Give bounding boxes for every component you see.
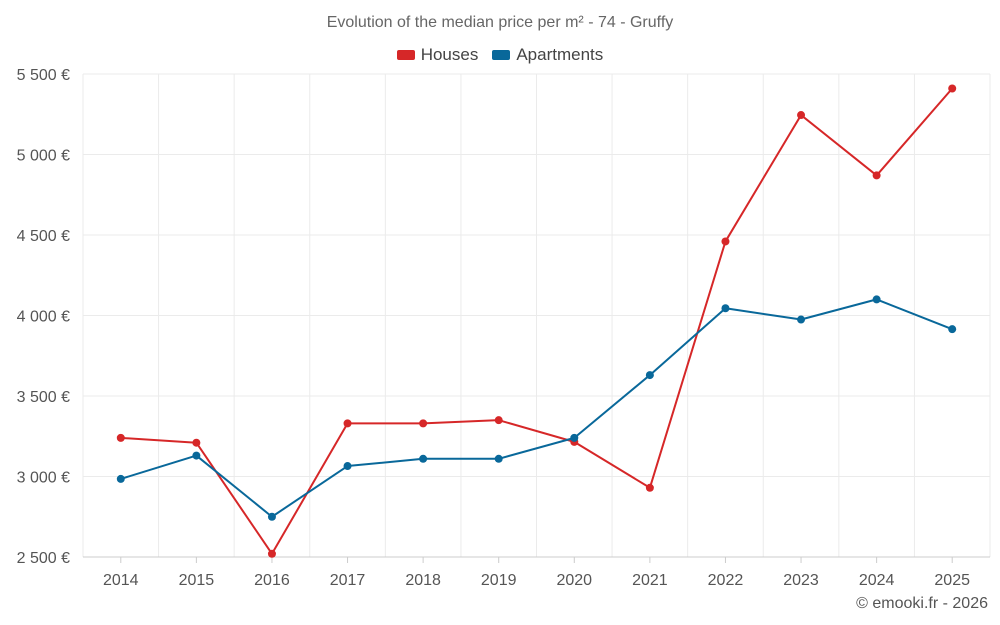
y-tick-label: 4 000 €	[17, 309, 70, 326]
x-tick-label: 2022	[708, 572, 744, 589]
x-tick-label: 2017	[330, 572, 366, 589]
y-tick-label: 3 000 €	[17, 470, 70, 487]
legend-swatch-apartments	[492, 50, 511, 60]
legend-item-apartments[interactable]: Apartments	[492, 45, 603, 65]
x-tick-label: 2015	[179, 572, 215, 589]
x-tick-label: 2024	[859, 572, 895, 589]
legend-swatch-houses	[396, 50, 415, 60]
data-point-apartments	[116, 474, 125, 483]
series-line-apartments	[120, 298, 953, 518]
axes: 2 500 € 3 000 € 3 500 € 4 000 € 4 500 € 5 000…	[17, 67, 990, 589]
y-tick-label: 4 500 €	[17, 228, 70, 245]
data-point-apartments	[192, 451, 201, 460]
data-point-houses	[343, 419, 352, 428]
x-tick-label: 2023	[783, 572, 819, 589]
x-tick-label: 2016	[254, 572, 290, 589]
data-point-apartments	[494, 454, 503, 463]
data-point-apartments	[721, 304, 730, 313]
data-point-houses	[797, 111, 806, 120]
data-point-houses	[116, 433, 125, 442]
data-point-houses	[721, 237, 730, 246]
data-point-apartments	[419, 454, 428, 463]
series-line-houses	[120, 87, 953, 555]
y-tick-label: 2 500 €	[17, 550, 70, 567]
data-point-apartments	[948, 325, 957, 334]
y-tick-label: 5 000 €	[17, 148, 70, 165]
y-tick-label: 3 500 €	[17, 389, 70, 406]
legend-item-houses[interactable]: Houses	[396, 45, 479, 65]
x-tick-label: 2014	[103, 572, 139, 589]
grid	[82, 73, 991, 558]
data-point-houses	[645, 483, 654, 492]
chart-title: Evolution of the median price per m² - 7…	[326, 14, 674, 31]
legend-label-apartments: Apartments	[516, 45, 604, 64]
data-point-houses	[494, 416, 503, 425]
data-point-houses	[192, 438, 201, 447]
series-group	[116, 84, 957, 558]
data-point-apartments	[872, 295, 881, 304]
data-point-houses	[872, 171, 881, 180]
data-point-apartments	[570, 433, 579, 442]
x-tick-label: 2018	[405, 572, 441, 589]
legend-label-houses: Houses	[420, 45, 479, 64]
data-point-apartments	[797, 315, 806, 324]
data-point-houses	[948, 84, 957, 93]
credit-text: © emooki.fr - 2026	[856, 595, 988, 612]
x-tick-label: 2019	[481, 572, 517, 589]
data-point-apartments	[645, 371, 654, 380]
data-point-houses	[267, 549, 276, 558]
legend: Houses Apartments	[0, 45, 1000, 65]
data-point-apartments	[267, 512, 276, 521]
x-tick-label: 2020	[556, 572, 592, 589]
x-tick-label: 2021	[632, 572, 668, 589]
data-point-apartments	[343, 462, 352, 471]
y-tick-label: 5 500 €	[17, 67, 70, 84]
data-point-houses	[419, 419, 428, 428]
x-tick-label: 2025	[934, 572, 970, 589]
